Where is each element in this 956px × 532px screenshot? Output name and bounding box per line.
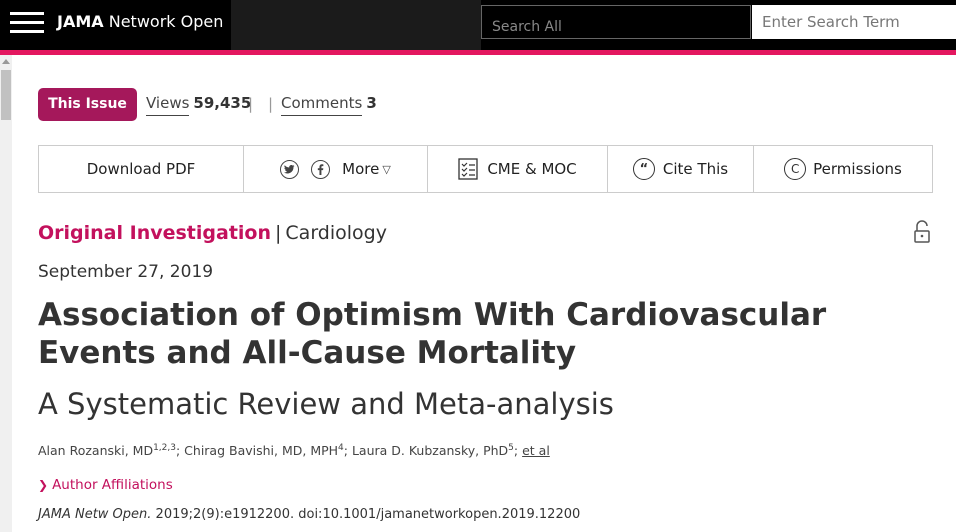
article-toolbar: Download PDF More ▽ CME & MOC “ Cite Thi… xyxy=(38,145,933,193)
chevron-right-icon: ❯ xyxy=(38,478,49,492)
article-type-link[interactable]: Original Investigation xyxy=(38,222,271,244)
scrollbar-track[interactable] xyxy=(0,55,12,532)
views-label[interactable]: Views xyxy=(146,94,190,116)
citation-line: JAMA Netw Open. 2019;2(9):e1912200. doi:… xyxy=(38,507,580,522)
more-label[interactable]: More xyxy=(342,160,380,178)
affiliation-sup: 5 xyxy=(508,443,514,453)
affiliation-sup: 1,2,3 xyxy=(153,443,176,453)
cme-moc-button[interactable]: CME & MOC xyxy=(428,146,608,192)
views-count: 59,435 xyxy=(193,94,252,112)
top-bar-spacer xyxy=(231,0,481,50)
brand-bold: JAMA xyxy=(57,12,104,31)
checklist-icon xyxy=(458,158,478,180)
comments-label[interactable]: Comments xyxy=(281,94,363,116)
share-group: More ▽ xyxy=(244,146,428,192)
brand-rest: Network Open xyxy=(108,12,224,31)
this-issue-button[interactable]: This Issue xyxy=(38,88,137,121)
article-subject: Cardiology xyxy=(285,222,387,244)
category-separator: | xyxy=(275,222,282,244)
author-name[interactable]: Laura D. Kubzansky, PhD xyxy=(351,443,509,459)
affiliation-sup: 4 xyxy=(338,443,344,453)
download-pdf-label: Download PDF xyxy=(86,160,196,178)
scroll-up-arrow-icon[interactable] xyxy=(2,59,10,64)
article-category: Original Investigation | Cardiology xyxy=(38,222,387,244)
article-title: Association of Optimism With Cardiovascu… xyxy=(38,297,827,371)
facebook-icon[interactable] xyxy=(311,159,331,179)
search-input[interactable] xyxy=(752,5,956,39)
comments-count: 3 xyxy=(366,94,377,112)
search-scope-select[interactable]: Search All xyxy=(481,5,751,39)
comments-stat[interactable]: Comments 3 xyxy=(281,94,377,116)
citation-journal: JAMA Netw Open. xyxy=(38,507,152,522)
permissions-label: Permissions xyxy=(813,160,902,178)
views-stat[interactable]: Views 59,435 xyxy=(146,94,252,116)
cite-this-label: Cite This xyxy=(662,160,729,178)
quote-icon: “ xyxy=(632,158,655,180)
menu-icon[interactable] xyxy=(10,10,44,36)
separator: | xyxy=(268,95,274,113)
search-scope-label: Search All xyxy=(492,19,562,35)
accent-stripe xyxy=(0,50,956,55)
cme-moc-label: CME & MOC xyxy=(487,160,577,178)
author-name[interactable]: Chirag Bavishi, MD, MPH xyxy=(184,443,339,459)
download-pdf-button[interactable]: Download PDF xyxy=(39,146,244,192)
chevron-down-icon[interactable]: ▽ xyxy=(382,162,391,176)
et-al-link[interactable]: et al xyxy=(522,443,550,459)
publication-date: September 27, 2019 xyxy=(38,262,214,282)
scrollbar-thumb[interactable] xyxy=(1,70,11,120)
twitter-icon[interactable] xyxy=(280,159,300,179)
author-affiliations-label: Author Affiliations xyxy=(52,477,173,493)
copyright-icon: C xyxy=(784,158,807,180)
citation-details: 2019;2(9):e1912200. doi:10.1001/jamanetw… xyxy=(151,507,581,522)
author-list: Alan Rozanski, MD1,2,3; Chirag Bavishi, … xyxy=(38,443,550,459)
cite-this-button[interactable]: “ Cite This xyxy=(608,146,754,192)
brand-logo[interactable]: JAMA Network Open xyxy=(57,12,223,31)
article-subtitle: A Systematic Review and Meta-analysis xyxy=(38,387,614,421)
author-affiliations-toggle[interactable]: ❯ Author Affiliations xyxy=(38,477,173,493)
permissions-button[interactable]: C Permissions xyxy=(754,146,932,192)
separator: | xyxy=(248,95,254,113)
unlock-icon xyxy=(914,220,930,243)
author-name[interactable]: Alan Rozanski, MD xyxy=(38,443,154,459)
